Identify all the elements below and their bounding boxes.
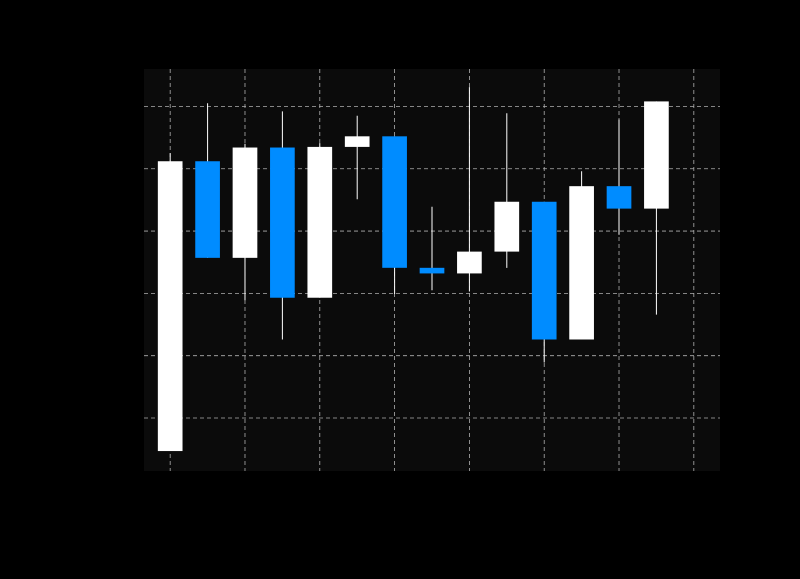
candle-body-up bbox=[457, 251, 482, 274]
candle bbox=[270, 111, 295, 340]
candle-body-up bbox=[569, 186, 594, 340]
candle bbox=[569, 171, 594, 340]
candle bbox=[232, 143, 258, 301]
candle bbox=[419, 206, 445, 291]
candle bbox=[382, 136, 407, 294]
candle-body-up bbox=[232, 147, 258, 258]
candle bbox=[644, 101, 669, 315]
candle-body-up bbox=[307, 146, 333, 298]
candle-body-down bbox=[606, 186, 632, 209]
candle bbox=[195, 103, 220, 258]
grid bbox=[144, 69, 720, 471]
candle bbox=[344, 115, 370, 200]
candle-body-up bbox=[644, 101, 669, 209]
candle bbox=[307, 143, 333, 298]
candle bbox=[457, 87, 482, 292]
candles bbox=[157, 87, 669, 452]
candle-body-down bbox=[531, 201, 557, 340]
candle-body-up bbox=[494, 201, 520, 252]
candle bbox=[606, 119, 632, 235]
candle bbox=[531, 201, 557, 363]
candle bbox=[494, 113, 520, 268]
candle bbox=[157, 153, 183, 452]
candle-body-down bbox=[270, 147, 295, 298]
candle-body-down bbox=[382, 136, 407, 268]
candle-body-up bbox=[344, 136, 370, 147]
candle-body-down bbox=[419, 267, 445, 274]
candle-body-down bbox=[195, 161, 220, 258]
candle-body-up bbox=[157, 161, 183, 452]
